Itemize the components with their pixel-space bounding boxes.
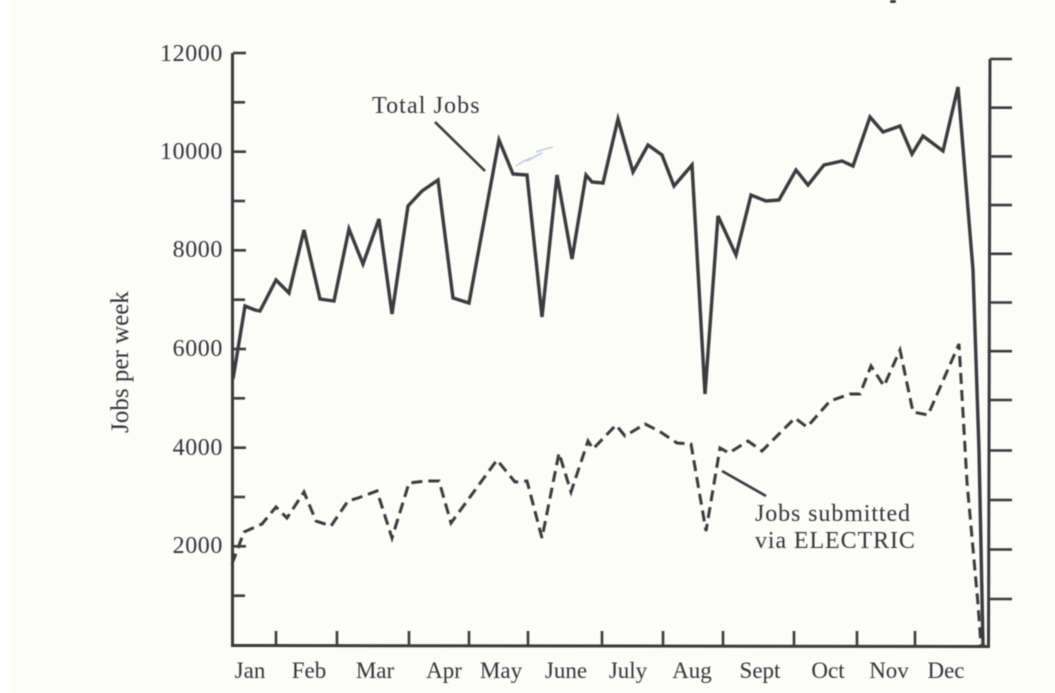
svg-text:Total Jobs: Total Jobs (372, 93, 481, 119)
svg-text:4000: 4000 (173, 435, 223, 461)
svg-text:Oct: Oct (811, 658, 845, 683)
svg-text:July: July (609, 658, 648, 683)
svg-text:June: June (545, 658, 587, 683)
svg-text:Aug: Aug (672, 658, 712, 683)
svg-text:2000: 2000 (173, 533, 223, 559)
svg-text:Jobs per week: Jobs per week (107, 291, 134, 433)
svg-text:Apr: Apr (426, 658, 462, 683)
svg-text:May: May (480, 658, 523, 683)
svg-text:via ELECTRIC: via ELECTRIC (755, 528, 916, 554)
svg-text:Sept: Sept (740, 658, 782, 683)
svg-text:10000: 10000 (160, 139, 223, 165)
svg-text:Feb: Feb (292, 658, 327, 683)
svg-text:8000: 8000 (173, 237, 223, 263)
svg-text:12000: 12000 (160, 41, 223, 67)
svg-text:Jan: Jan (235, 658, 266, 683)
svg-text:Jobs submitted: Jobs submitted (755, 501, 911, 527)
svg-text:Dec: Dec (927, 658, 964, 683)
svg-text:6000: 6000 (173, 336, 223, 362)
svg-text:Mar: Mar (356, 658, 395, 683)
svg-text:Nov: Nov (869, 658, 909, 683)
